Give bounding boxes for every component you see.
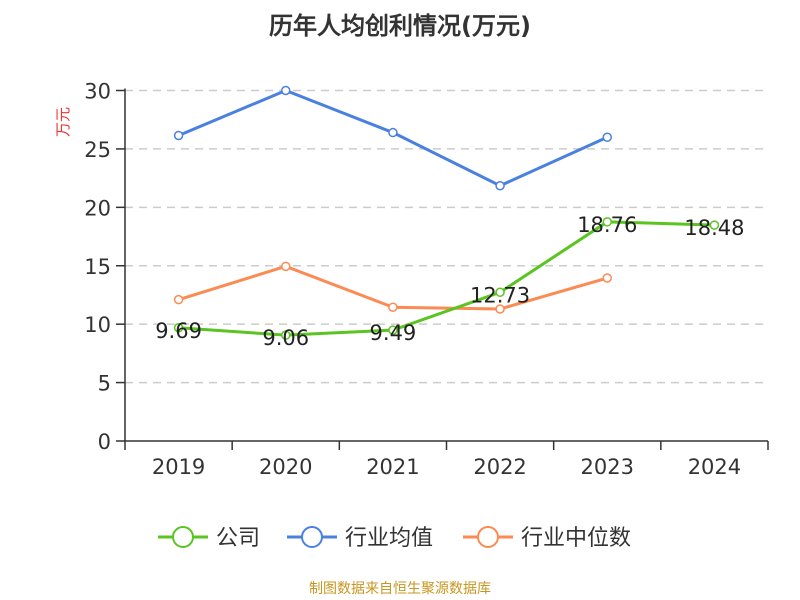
source-footer: 制图数据来自恒生聚源数据库 (309, 581, 491, 597)
data-point (602, 273, 612, 283)
data-point (602, 217, 612, 227)
legend-label: 行业中位数 (521, 526, 631, 551)
legend-label: 行业均值 (345, 526, 433, 551)
data-point (709, 220, 720, 230)
data-label: 9.06 (262, 326, 309, 350)
data-point (173, 323, 184, 333)
legend-marker (301, 526, 323, 548)
data-label: 9.69 (155, 319, 202, 343)
data-point (173, 294, 184, 305)
y-tick-label: 5 (98, 372, 111, 396)
x-tick-label: 2019 (152, 455, 205, 479)
y-tick-label: 20 (84, 196, 111, 220)
legend-marker (172, 526, 194, 548)
data-label: 9.49 (370, 321, 417, 345)
data-point (495, 287, 505, 298)
data-point (173, 130, 184, 141)
data-label: 18.48 (684, 216, 744, 240)
y-tick-label: 0 (98, 430, 111, 454)
data-point (388, 325, 398, 335)
y-axis-label: 万元 (54, 107, 72, 137)
data-point (388, 127, 398, 138)
series-line (178, 88, 608, 188)
x-tick-label: 2022 (473, 455, 526, 479)
legend-label: 公司 (216, 526, 260, 551)
y-tick-label: 30 (84, 80, 111, 104)
data-point (281, 85, 291, 96)
y-tick-label: 10 (84, 313, 111, 337)
x-tick-label: 2020 (259, 455, 312, 479)
data-label: 12.73 (470, 283, 530, 307)
data-point (281, 261, 291, 272)
y-tick-label: 25 (84, 138, 111, 162)
data-point (602, 132, 612, 142)
y-tick-label: 15 (84, 255, 111, 279)
chart-title: 历年人均创利情况(万元) (269, 12, 531, 40)
series-line (178, 220, 715, 337)
x-tick-label: 2024 (688, 455, 741, 479)
data-point (495, 304, 505, 314)
data-label: 18.76 (577, 213, 637, 237)
legend-marker (477, 526, 499, 548)
data-point (281, 330, 291, 340)
data-point (495, 180, 505, 191)
data-point (388, 302, 398, 312)
x-tick-label: 2021 (366, 455, 419, 479)
x-tick-label: 2023 (581, 455, 634, 479)
